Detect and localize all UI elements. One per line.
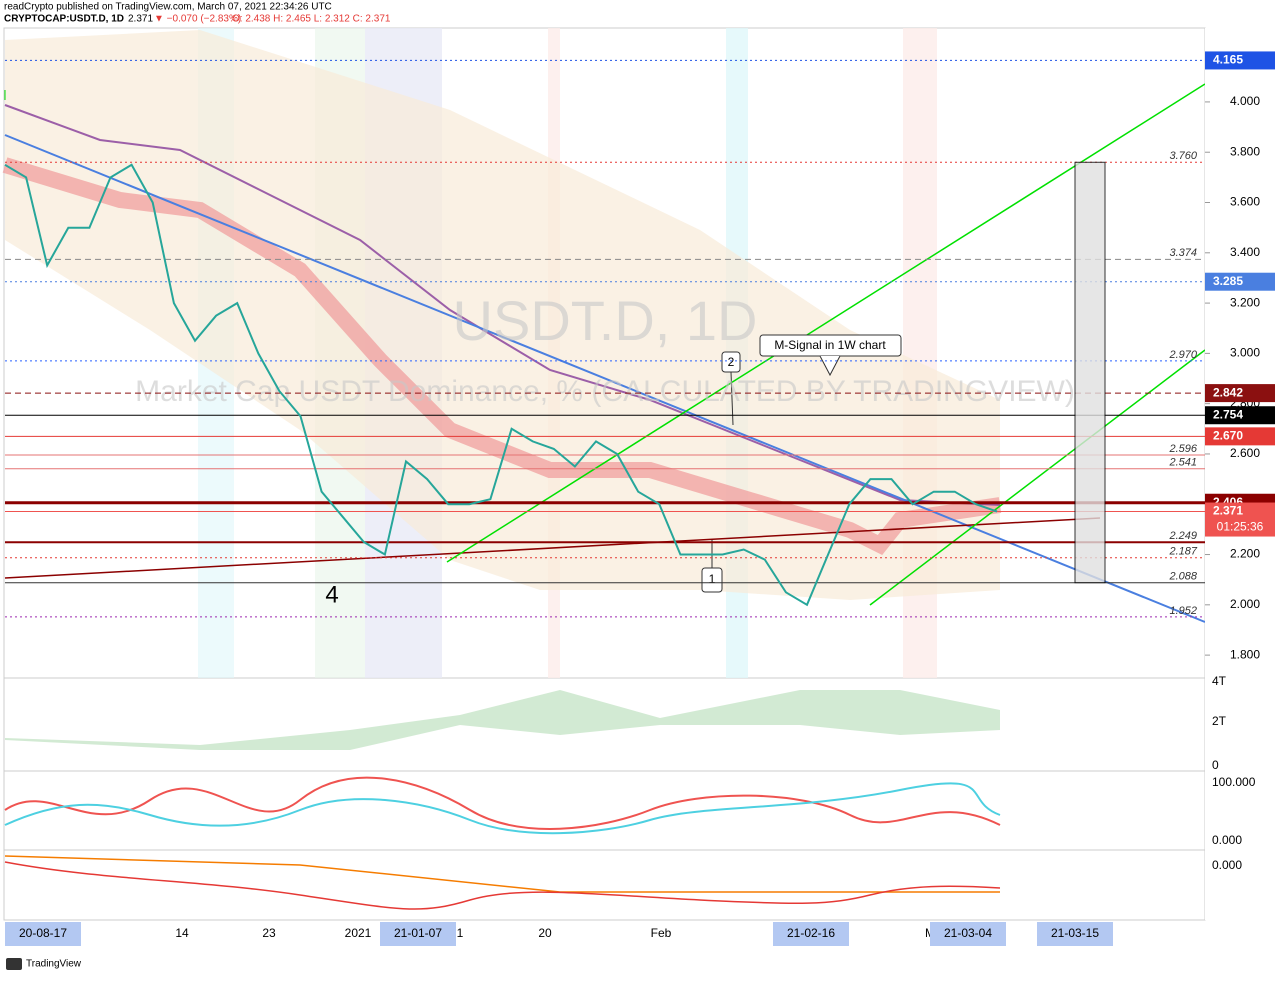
ohlc: O: 2.438 H: 2.465 L: 2.312 C: 2.371 (232, 14, 391, 25)
pane-axis-label: 100.000 (1212, 775, 1256, 789)
price-label-box (1205, 502, 1275, 537)
level-label: 3.374 (1169, 247, 1197, 259)
price-label: 4.165 (1213, 53, 1243, 67)
macd-signal (4, 855, 1000, 893)
y-tick-label: 3.400 (1230, 245, 1260, 259)
price-label-box (1205, 272, 1275, 291)
oscillator-line (4, 782, 1001, 835)
date-label: 21-02-16 (787, 926, 835, 940)
footer: TradingView (26, 959, 82, 970)
y-tick-label: 3.800 (1230, 144, 1260, 158)
price-label-box (1205, 406, 1275, 425)
level-label: 2.541 (1168, 457, 1197, 469)
wave-label-text: 2 (728, 355, 735, 369)
y-tick-label: 3.200 (1230, 295, 1260, 309)
price-label-box (1205, 427, 1275, 446)
level-label: 2.970 (1168, 349, 1197, 361)
y-tick-label: 1.800 (1230, 647, 1260, 661)
date-label: 14 (175, 926, 189, 940)
pane-axis-label: 0.000 (1212, 858, 1242, 872)
pane-axis-label: 0.000 (1212, 833, 1242, 847)
close-line (4, 163, 998, 607)
y-tick-label: 2.000 (1230, 597, 1260, 611)
count-label: 4 (325, 581, 338, 608)
level-label: 2.187 (1168, 546, 1197, 558)
date-label: 20 (538, 926, 552, 940)
date-highlight (930, 922, 1006, 946)
level-label: 2.596 (1168, 443, 1197, 455)
date-label: 21-01-07 (394, 926, 442, 940)
trend-line (4, 517, 1101, 579)
pane-axis-label: 4T (1212, 674, 1227, 688)
date-highlight (380, 922, 456, 946)
y-tick-label: 3.600 (1230, 195, 1260, 209)
channel-line (869, 349, 1206, 606)
price-label: 2.842 (1213, 385, 1243, 399)
pane-axis-label: 2T (1212, 714, 1227, 728)
date-label: 20-08-17 (19, 926, 67, 940)
date-highlight (1037, 922, 1113, 946)
cloud (5, 690, 1000, 750)
level-label: 1.952 (1169, 605, 1197, 617)
date-label: 23 (262, 926, 276, 940)
watermark-description: Market Cap USDT Dominance, % (CALCULATED… (135, 375, 1075, 408)
change: ▼ −0.070 (−2.83%) (154, 14, 241, 25)
watermark-symbol: USDT.D, 1D (453, 289, 758, 352)
y-tick-label: 3.000 (1230, 346, 1260, 360)
wave-pointer (730, 371, 734, 426)
callout-text: M-Signal in 1W chart (774, 338, 886, 352)
ma-band (2, 157, 1002, 556)
date-label: 1 (457, 926, 464, 940)
logo (6, 958, 22, 970)
date-highlight (773, 922, 849, 946)
target-box (1074, 161, 1106, 584)
price-label: 3.285 (1213, 274, 1243, 288)
pane-axis-label: 0 (1212, 758, 1219, 772)
price-axis (1205, 28, 1280, 920)
date-label: 21-03-04 (944, 926, 992, 940)
y-tick-label: 4.000 (1230, 94, 1260, 108)
level-label: 2.249 (1168, 530, 1197, 542)
price-label-box (1205, 384, 1275, 403)
price-label: 2.754 (1213, 407, 1243, 421)
date-label: 2021 (345, 926, 372, 940)
date-label: 21-03-15 (1051, 926, 1099, 940)
macd-line (4, 861, 1001, 910)
symbol: CRYPTOCAP:USDT.D, 1D (4, 14, 124, 25)
y-tick-label: 2.600 (1230, 446, 1260, 460)
date-label: Feb (651, 926, 672, 940)
price-label: 2.670 (1213, 429, 1243, 443)
countdown: 01:25:36 (1217, 520, 1264, 534)
wave-label-text: 1 (709, 572, 716, 586)
level-label: 3.760 (1169, 150, 1197, 162)
price-label-box (1205, 51, 1275, 70)
oscillator-line (4, 776, 1001, 830)
last: 2.371 (128, 14, 153, 25)
publisher: readCrypto published on TradingView.com,… (4, 2, 332, 13)
ma-line (4, 104, 1001, 506)
level-label: 2.088 (1168, 571, 1197, 583)
date-highlight (5, 922, 81, 946)
y-tick-label: 2.200 (1230, 547, 1260, 561)
envelope-band (5, 30, 1000, 600)
price-label: 2.371 (1213, 504, 1243, 518)
